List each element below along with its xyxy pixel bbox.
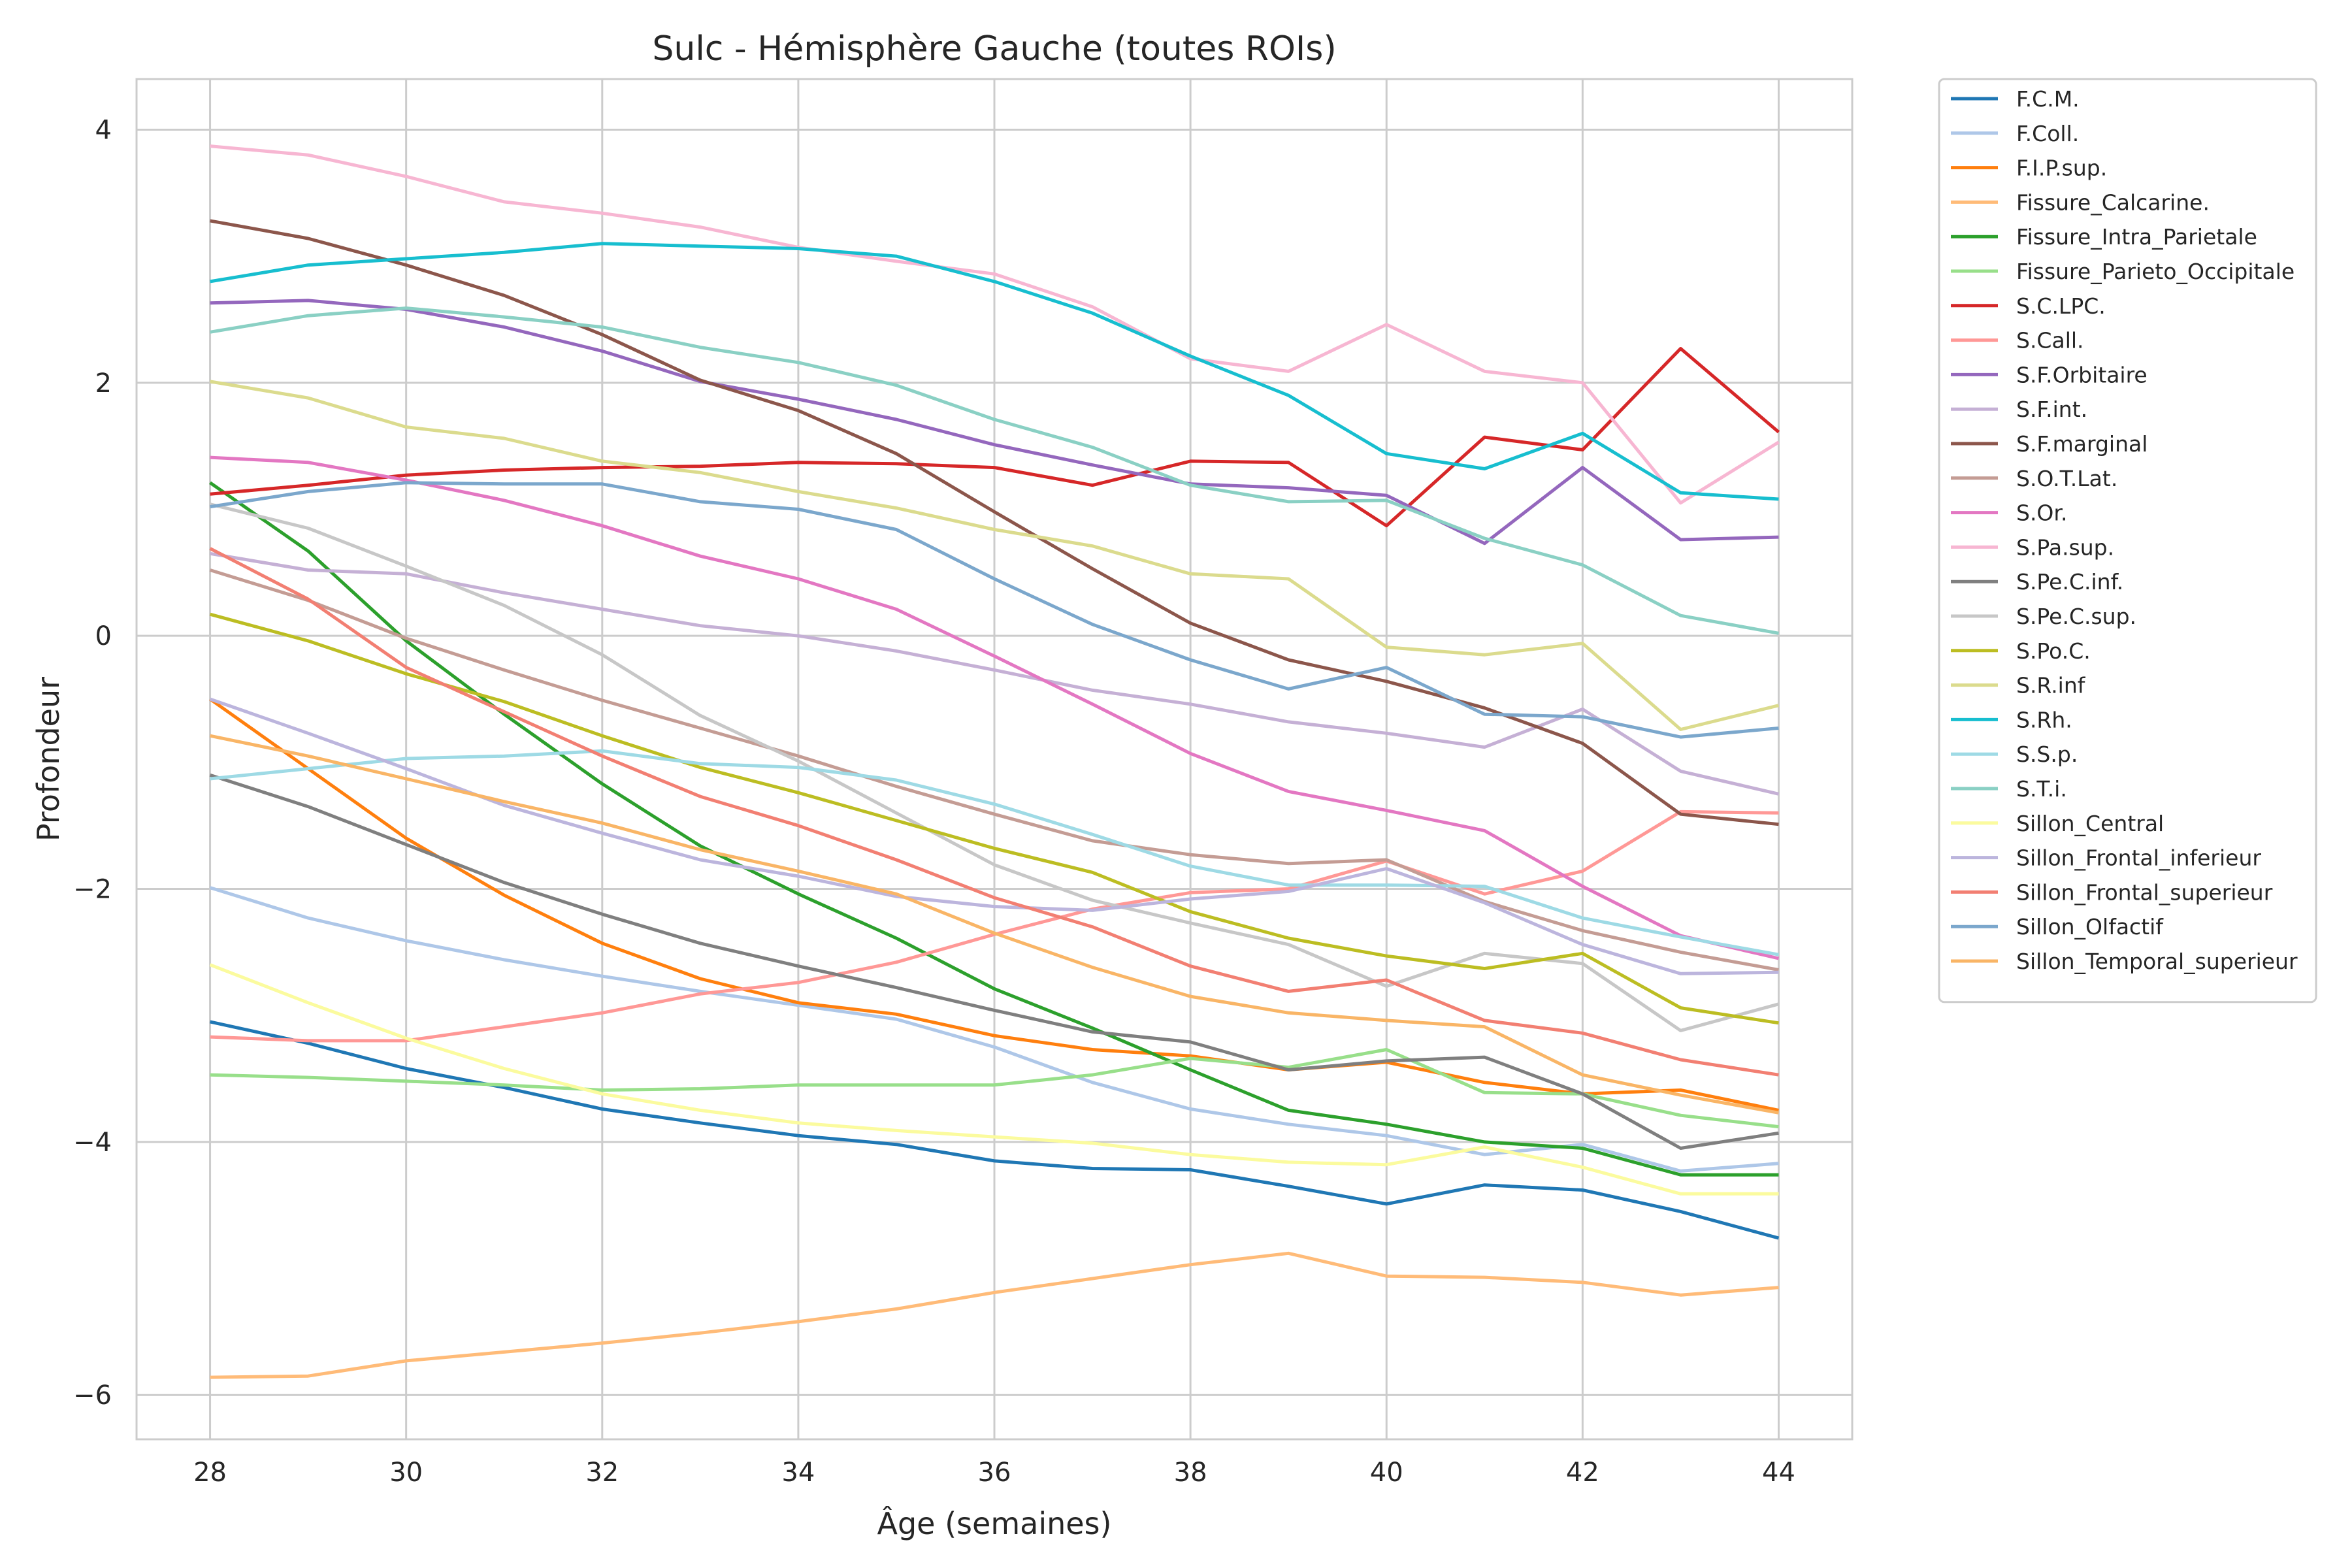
legend-entry-label: S.S.p. bbox=[2016, 742, 2078, 767]
series-line-11 bbox=[209, 568, 1779, 972]
y-axis-ticks: −6 −4 −2 0 2 4 bbox=[73, 115, 112, 1411]
y-tick-label: 0 bbox=[95, 621, 112, 651]
x-axis-label: Âge (semaines) bbox=[877, 1506, 1112, 1541]
legend-entry-label: Sillon_Temporal_superieur bbox=[2016, 949, 2298, 974]
legend-entry-label: S.O.T.Lat. bbox=[2016, 466, 2117, 491]
y-tick-label: −4 bbox=[73, 1128, 112, 1158]
x-tick-label: 44 bbox=[1762, 1458, 1795, 1488]
x-tick-label: 34 bbox=[781, 1458, 815, 1488]
series-line-6 bbox=[210, 347, 1780, 528]
series-line-2 bbox=[209, 697, 1780, 1112]
legend-entry-label: S.Po.C. bbox=[2016, 638, 2091, 664]
y-tick-label: −6 bbox=[73, 1380, 112, 1411]
series-line-14 bbox=[209, 773, 1779, 1150]
series-line-4 bbox=[209, 481, 1779, 1177]
series-line-15 bbox=[209, 502, 1780, 1032]
legend-entry-label: S.Rh. bbox=[2016, 707, 2072, 732]
legend-entry-label: Sillon_Olfactif bbox=[2016, 914, 2164, 939]
legend-entry-label: F.I.P.sup. bbox=[2016, 155, 2107, 181]
plot-frame bbox=[135, 78, 1854, 1441]
x-axis-ticks: 28 30 32 34 36 38 40 42 44 bbox=[193, 1458, 1795, 1488]
legend-entry-label: S.Or. bbox=[2016, 500, 2067, 526]
legend-entry-label: Fissure_Intra_Parietale bbox=[2016, 224, 2257, 250]
series-line-0 bbox=[209, 1020, 1780, 1240]
legend-entry-label: S.Pa.sup. bbox=[2016, 534, 2114, 560]
legend-entry-label: S.Pe.C.sup. bbox=[2016, 604, 2136, 629]
legend-entry-label: S.Pe.C.inf. bbox=[2016, 569, 2123, 595]
legend-entry-label: Fissure_Parieto_Occipitale bbox=[2016, 259, 2295, 284]
legend-entry-label: S.F.int. bbox=[2016, 397, 2087, 422]
series-line-5 bbox=[210, 1048, 1779, 1129]
series-line-24 bbox=[210, 481, 1779, 739]
x-tick-label: 40 bbox=[1370, 1458, 1403, 1488]
legend-entry-label: Sillon_Frontal_superieur bbox=[2016, 879, 2273, 905]
series-line-18 bbox=[210, 242, 1779, 501]
series-line-10 bbox=[210, 219, 1779, 826]
legend-entry-label: S.T.i. bbox=[2016, 776, 2067, 802]
x-tick-label: 28 bbox=[193, 1458, 227, 1488]
series-lines bbox=[209, 144, 1780, 1379]
series-line-16 bbox=[209, 612, 1779, 1025]
legend-entry-label: S.R.inf bbox=[2016, 673, 2086, 698]
legend-entry-label: S.Call. bbox=[2016, 328, 2084, 353]
series-line-13 bbox=[210, 144, 1780, 505]
legend-entry-label: S.F.Orbitaire bbox=[2016, 362, 2148, 387]
series-line-3 bbox=[210, 1251, 1779, 1379]
series-line-9 bbox=[210, 551, 1780, 796]
series-line-25 bbox=[209, 734, 1779, 1115]
y-axis-label: Profondeur bbox=[31, 677, 66, 841]
series-line-8 bbox=[210, 299, 1779, 546]
series-line-1 bbox=[209, 886, 1779, 1173]
legend-entry-label: S.F.marginal bbox=[2016, 431, 2148, 457]
x-tick-label: 38 bbox=[1174, 1458, 1207, 1488]
chart-title: Sulc - Hémisphère Gauche (toutes ROIs) bbox=[652, 29, 1336, 69]
y-tick-label: 4 bbox=[95, 115, 112, 145]
series-line-17 bbox=[210, 380, 1780, 731]
x-tick-label: 30 bbox=[389, 1458, 423, 1488]
legend-frame bbox=[1938, 78, 2317, 1004]
y-tick-label: 2 bbox=[95, 368, 112, 399]
legend: F.C.M. F.Coll. F.I.P.sup. Fissure_Calcarine… bbox=[1938, 78, 2317, 1004]
x-tick-label: 32 bbox=[585, 1458, 619, 1488]
series-line-19 bbox=[210, 749, 1779, 956]
x-tick-label: 36 bbox=[978, 1458, 1011, 1488]
legend-entry-label: F.C.M. bbox=[2016, 86, 2080, 112]
grid bbox=[137, 79, 1852, 1439]
legend-entry-label: F.Coll. bbox=[2016, 121, 2079, 146]
x-tick-label: 42 bbox=[1566, 1458, 1599, 1488]
legend-entry-label: S.C.LPC. bbox=[2016, 293, 2106, 319]
series-line-12 bbox=[210, 455, 1780, 960]
series-line-20 bbox=[210, 306, 1779, 635]
legend-entry-label: Sillon_Frontal_inferieur bbox=[2016, 845, 2261, 871]
series-line-23 bbox=[209, 547, 1779, 1077]
series-line-21 bbox=[209, 963, 1779, 1196]
legend-entry-label: Fissure_Calcarine. bbox=[2016, 189, 2210, 215]
y-tick-label: −2 bbox=[73, 875, 112, 905]
legend-entry-label: Sillon_Central bbox=[2016, 811, 2164, 836]
